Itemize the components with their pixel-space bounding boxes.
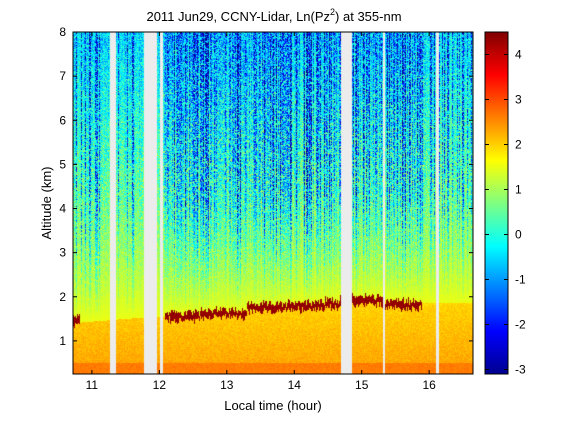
plot-frame	[72, 31, 474, 375]
y-tick-label: 5	[59, 157, 66, 171]
colorbar-tick-label: -2	[515, 318, 526, 332]
x-tick-label: 16	[422, 378, 436, 392]
y-tick-label: 4	[59, 202, 66, 216]
colorbar-tick-label: 1	[515, 183, 522, 197]
colorbar-tick-label: -3	[515, 363, 526, 377]
y-tick-label: 6	[59, 113, 66, 127]
x-tick-label: 13	[220, 378, 234, 392]
chart-title-prefix: 2011 Jun29, CCNY-Lidar, Ln(Pz	[146, 9, 330, 24]
y-tick-label: 3	[59, 246, 66, 260]
y-axis-label: Altitude (km)	[39, 167, 54, 240]
chart-title: 2011 Jun29, CCNY-Lidar, Ln(Pz2) at 355-n…	[146, 7, 401, 24]
chart-title-sup: 2	[330, 7, 335, 17]
colorbar-ticks: -3 -2 -1 0 1 2 3 4	[485, 48, 526, 377]
colorbar-gradient	[484, 31, 509, 375]
y-tick-label: 7	[59, 69, 66, 83]
colorbar-tick-label: -1	[515, 273, 526, 287]
colorbar-tick-label: 0	[515, 228, 522, 242]
y-tick-label: 8	[59, 25, 66, 39]
colorbar-tick-label: 3	[515, 93, 522, 107]
x-tick-label: 12	[153, 378, 167, 392]
colorbar-tick-label: 2	[515, 138, 522, 152]
y-tick-label: 1	[59, 334, 66, 348]
colorbar-tick-label: 4	[515, 48, 522, 62]
x-axis-label: Local time (hour)	[224, 398, 322, 413]
y-axis-ticks: 1 2 3 4 5 6 7 8	[59, 25, 473, 348]
x-axis-ticks: 11 12 13 14 15 16	[86, 32, 436, 392]
x-tick-label: 15	[355, 378, 369, 392]
chart-title-suffix: ) at 355-nm	[335, 9, 401, 24]
x-tick-label: 14	[288, 378, 302, 392]
colorbar: -3 -2 -1 0 1 2 3 4	[484, 31, 526, 377]
y-tick-label: 2	[59, 290, 66, 304]
heatmap-image	[73, 32, 473, 374]
x-tick-label: 11	[86, 378, 99, 392]
